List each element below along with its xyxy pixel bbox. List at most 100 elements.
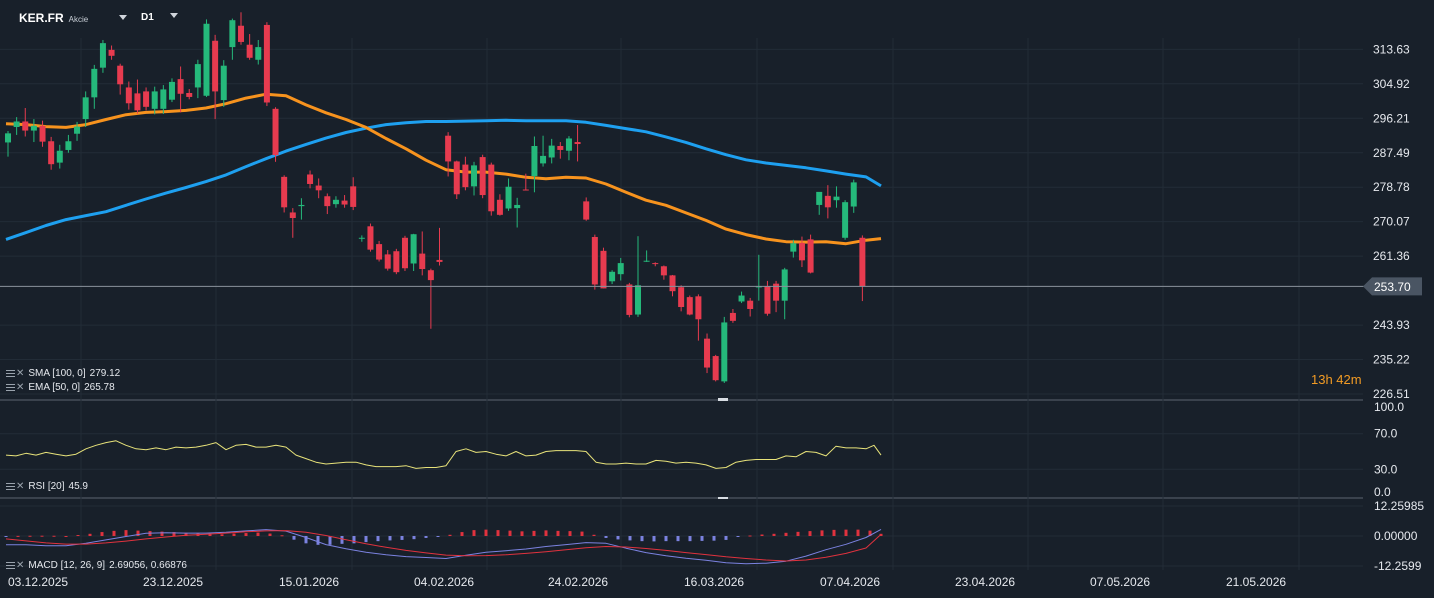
price-tick-label: 270.07 <box>1373 215 1410 229</box>
candle-body <box>557 145 564 150</box>
macd-histogram-bar <box>520 531 524 536</box>
time-tick-label: 03.12.2025 <box>8 575 68 589</box>
candle-body <box>143 91 150 107</box>
rsi-pane: 100.0 70.0 30.0 0.0 <box>0 400 1404 499</box>
rsi-legend: ✕ RSI [20] 45.9 <box>6 481 88 492</box>
candle-body <box>729 312 736 321</box>
candle-body <box>117 65 124 85</box>
candle-body <box>376 244 383 260</box>
menu-icon[interactable] <box>6 483 15 490</box>
chart-grid <box>0 48 1363 499</box>
candle-body <box>704 338 711 368</box>
macd-histogram-bar <box>820 530 824 536</box>
price-tick-label: 304.92 <box>1373 77 1410 91</box>
macd-histogram-bar <box>628 536 632 541</box>
candle-body <box>212 40 219 92</box>
candle-body <box>712 356 719 381</box>
candle-body <box>781 269 788 301</box>
macd-histogram-bar <box>4 536 8 537</box>
symbol-selector[interactable]: KER.FR Akcie <box>19 11 128 25</box>
candle-body <box>626 284 633 315</box>
macd-histogram-bar <box>268 533 272 536</box>
candle-body <box>419 253 426 270</box>
candle-body <box>367 226 374 250</box>
time-tick-label: 21.05.2026 <box>1226 575 1286 589</box>
pane-resize-handle <box>718 497 728 499</box>
candle-body <box>65 141 72 150</box>
candle-body <box>384 254 391 269</box>
candle-body <box>298 204 305 207</box>
macd-histogram-bar <box>748 535 752 537</box>
macd-histogram-bar <box>376 536 380 542</box>
macd-histogram-bar <box>688 536 692 542</box>
candle-body <box>583 201 590 220</box>
macd-histogram-bar <box>220 534 224 536</box>
candle-body <box>807 239 814 273</box>
menu-icon[interactable] <box>6 562 15 569</box>
ema-legend: ✕ EMA [50, 0] 265.78 <box>6 382 115 393</box>
macd-histogram-bar <box>364 536 368 543</box>
macd-histogram-bar <box>868 530 872 536</box>
macd-tick-label: 12.25985 <box>1374 499 1424 513</box>
candle-body <box>246 44 253 58</box>
macd-histogram-bar <box>124 530 128 536</box>
price-tick-label: 243.93 <box>1373 318 1410 332</box>
rsi-label: RSI [20] <box>28 481 65 492</box>
candle-body <box>324 196 331 207</box>
macd-histogram-bar <box>208 533 212 536</box>
candle-body <box>790 243 797 252</box>
chart-toolbar: KER.FR Akcie D1 <box>0 0 1434 38</box>
macd-histogram-bar <box>712 536 716 541</box>
sma-value: 279.12 <box>89 368 121 379</box>
candle-body <box>281 176 288 208</box>
macd-histogram-bar <box>40 535 44 537</box>
time-tick-label: 07.04.2026 <box>820 575 880 589</box>
chevron-down-icon[interactable] <box>119 15 128 20</box>
macd-histogram-bar <box>676 536 680 542</box>
menu-icon[interactable] <box>6 384 15 391</box>
close-icon[interactable]: ✕ <box>16 367 25 379</box>
macd-histogram-bar <box>556 530 560 536</box>
vertical-grid <box>80 38 1300 570</box>
candle-body <box>522 189 529 191</box>
rsi-tick-label: 30.0 <box>1374 462 1398 476</box>
macd-histogram-bar <box>280 535 284 537</box>
candlestick-series <box>5 12 866 383</box>
candle-body <box>56 150 63 163</box>
candle-body <box>177 79 184 94</box>
candle-body <box>652 263 659 265</box>
candle-body <box>22 121 29 131</box>
macd-histogram-bar <box>832 529 836 536</box>
candle-body <box>350 186 357 207</box>
close-icon[interactable]: ✕ <box>16 480 25 492</box>
ema-label: EMA [50, 0] <box>28 382 81 393</box>
timeframe-selector[interactable]: D1 <box>141 12 178 23</box>
asset-type: Akcie <box>68 15 89 24</box>
candle-body <box>643 260 650 262</box>
macd-legend: ✕ MACD [12, 26, 9] 2.69056, 0.66876 <box>6 560 187 571</box>
macd-histogram-bar <box>460 532 464 536</box>
macd-histogram-bar <box>352 536 356 544</box>
candle-body <box>91 68 98 98</box>
macd-histogram-bar <box>472 530 476 536</box>
close-icon[interactable]: ✕ <box>16 381 25 393</box>
macd-histogram-bar <box>844 529 848 536</box>
close-icon[interactable]: ✕ <box>16 559 25 571</box>
macd-tick-label: -12.2599 <box>1374 559 1422 573</box>
macd-histogram-bar <box>448 534 452 536</box>
candle-body <box>738 295 745 302</box>
price-axis: 313.63 304.92 296.21 287.49 278.78 270.07 261.… <box>1373 42 1410 401</box>
candle-body <box>82 97 89 120</box>
candle-body <box>203 23 210 96</box>
candle-body <box>686 297 693 315</box>
macd-histogram-bar <box>100 532 104 536</box>
macd-histogram-bar <box>724 536 728 540</box>
menu-icon[interactable] <box>6 370 15 377</box>
candle-body <box>773 283 780 301</box>
candle-body <box>134 93 141 111</box>
candle-body <box>816 191 823 205</box>
candle-body <box>74 126 81 134</box>
last-price-marker: 253.70 <box>0 277 1422 296</box>
chevron-down-icon[interactable] <box>169 13 178 18</box>
